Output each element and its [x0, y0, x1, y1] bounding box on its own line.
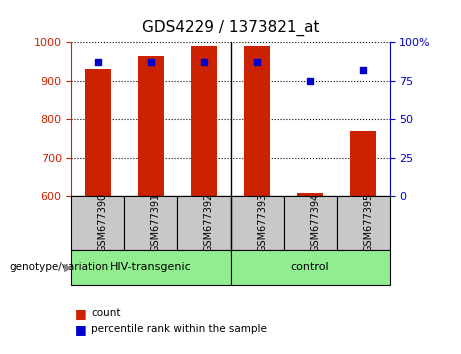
Point — [254, 60, 261, 65]
Text: GSM677391: GSM677391 — [151, 192, 161, 252]
Bar — [230, 196, 284, 250]
Point — [94, 60, 101, 65]
Bar — [177, 196, 230, 250]
Bar — [71, 250, 230, 285]
Text: genotype/variation: genotype/variation — [9, 262, 108, 272]
Text: GDS4229 / 1373821_at: GDS4229 / 1373821_at — [142, 19, 319, 36]
Bar — [138, 56, 164, 196]
Point — [359, 67, 366, 73]
Text: ■: ■ — [75, 323, 87, 336]
Bar — [244, 46, 270, 196]
Bar — [337, 196, 390, 250]
Bar — [350, 131, 376, 196]
Bar — [85, 69, 111, 196]
Text: GSM677395: GSM677395 — [363, 192, 373, 252]
Text: GSM677390: GSM677390 — [98, 192, 108, 252]
Text: HIV-transgenic: HIV-transgenic — [110, 262, 192, 272]
Bar — [191, 46, 217, 196]
Bar — [124, 196, 177, 250]
Point — [306, 78, 313, 84]
Text: ■: ■ — [75, 307, 87, 320]
Bar — [230, 250, 390, 285]
Bar — [284, 196, 337, 250]
Bar — [71, 196, 124, 250]
Text: GSM677392: GSM677392 — [204, 192, 214, 252]
Text: ▶: ▶ — [64, 262, 72, 272]
Text: percentile rank within the sample: percentile rank within the sample — [91, 324, 267, 334]
Text: count: count — [91, 308, 121, 318]
Text: GSM677393: GSM677393 — [257, 192, 267, 252]
Bar — [297, 193, 323, 196]
Point — [200, 60, 207, 65]
Text: control: control — [291, 262, 329, 272]
Point — [148, 60, 155, 65]
Text: GSM677394: GSM677394 — [310, 192, 320, 252]
